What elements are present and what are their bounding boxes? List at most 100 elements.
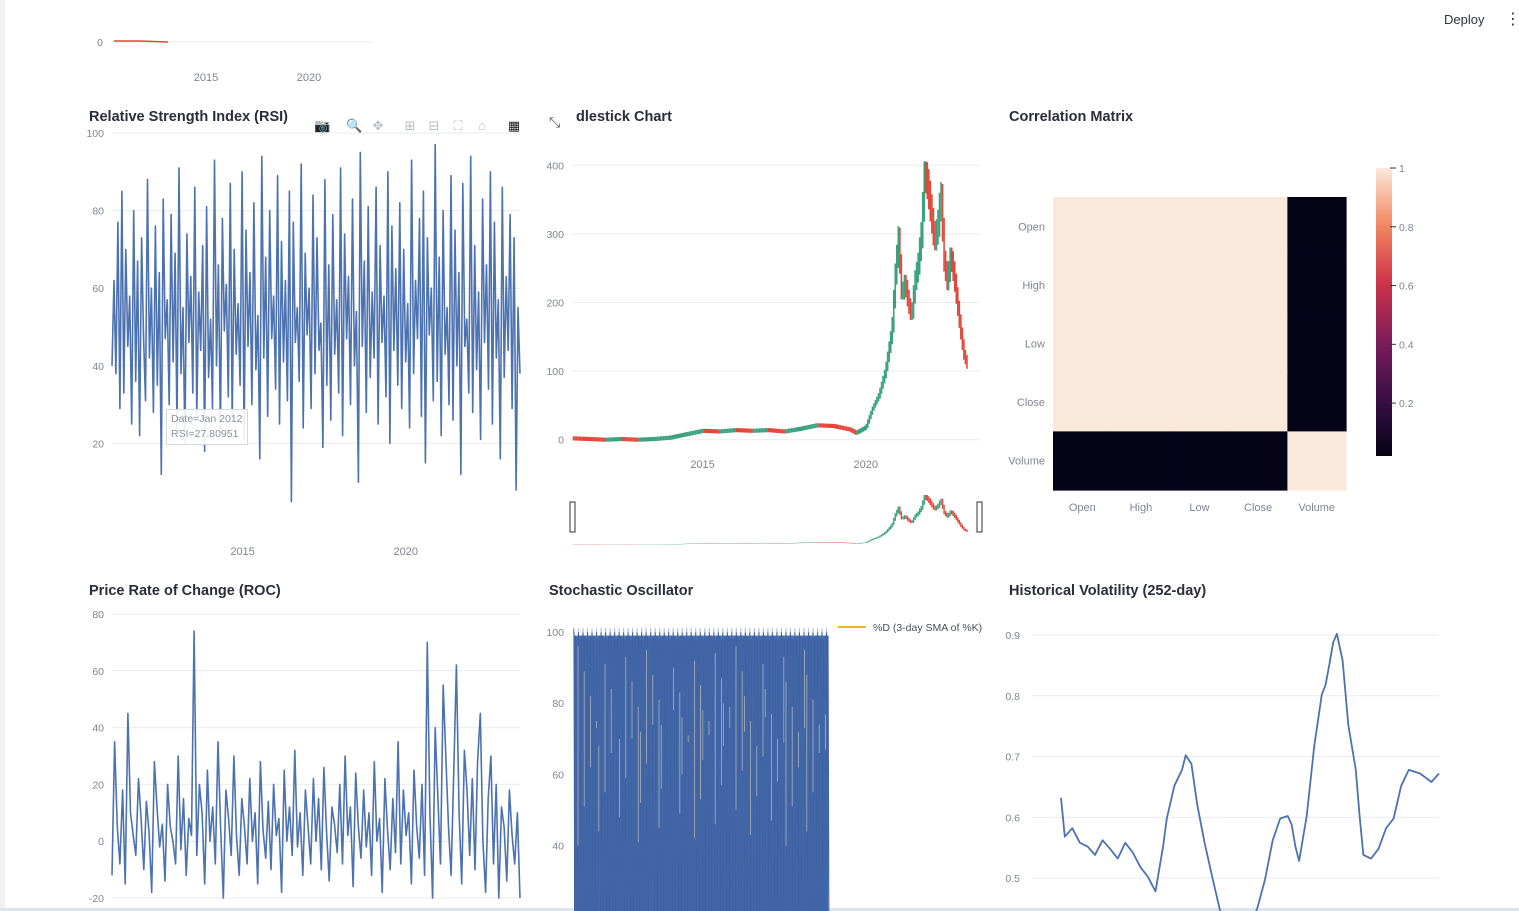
colorbar-bar xyxy=(1376,168,1392,456)
heatmap-cell[interactable] xyxy=(1053,197,1113,257)
autoscale-icon[interactable]: ⛶ xyxy=(453,118,463,133)
heatmap-cell[interactable] xyxy=(1287,372,1347,432)
candlestick-chart[interactable]: 0 100 200 300 400 2015 2020 xyxy=(546,160,980,471)
range-slider-right-handle[interactable] xyxy=(976,501,983,533)
candle-ytick-label: 0 xyxy=(558,435,564,447)
heatmap-cell[interactable] xyxy=(1228,431,1288,491)
camera-icon[interactable]: 📷 xyxy=(314,118,331,133)
stoch-ytick-label: 80 xyxy=(552,698,564,710)
rsi-ytick-label: 20 xyxy=(92,438,104,450)
heatmap-cell[interactable] xyxy=(1053,314,1113,374)
legend-label[interactable]: %D (3-day SMA of %K) xyxy=(873,622,982,634)
zoom-in-icon[interactable]: ⊞ xyxy=(404,118,416,133)
rsi-ytick-label: 80 xyxy=(92,206,104,218)
stoch-d-line[interactable] xyxy=(577,646,826,846)
main-menu-icon[interactable]: ⋮ xyxy=(1505,11,1519,28)
heatmap-row-label: High xyxy=(1022,280,1045,292)
stoch-ytick-label: 100 xyxy=(546,627,564,639)
plotly-logo-icon[interactable]: ▦ xyxy=(507,118,521,133)
top-partial-xtick: 2015 xyxy=(194,72,218,84)
heatmap-cell[interactable] xyxy=(1111,431,1171,491)
home-icon[interactable]: ⌂ xyxy=(478,118,486,133)
colorbar-tick-label: 0.2 xyxy=(1399,398,1414,410)
heatmap-row-label: Open xyxy=(1018,221,1045,233)
heatmap-cell[interactable] xyxy=(1287,255,1347,315)
candle-ytick-label: 400 xyxy=(546,160,564,172)
vol-ytick-label: 0.6 xyxy=(1005,812,1020,824)
heatmap-cell[interactable] xyxy=(1053,431,1113,491)
stochastic-chart[interactable]: %D (3-day SMA of %K) 40 60 80 100 xyxy=(546,622,982,911)
colorbar-tick-label: 0.6 xyxy=(1399,281,1414,293)
colorbar-tick-label: 1 xyxy=(1399,163,1405,175)
pan-icon[interactable]: ✥ xyxy=(372,118,384,133)
rsi-line[interactable] xyxy=(111,143,521,503)
top-partial-chart: 0 2015 2020 xyxy=(97,37,372,84)
range-slider[interactable] xyxy=(569,495,983,545)
app-sidebar-edge xyxy=(0,0,5,911)
tooltip-date: Date=Jan 2012 xyxy=(171,413,243,425)
candle-ytick-label: 200 xyxy=(546,298,564,310)
vol-ytick-label: 0.7 xyxy=(1005,752,1020,764)
correlation-heatmap[interactable]: Open Open High High Low Low Close Close Volume Vo… xyxy=(1008,197,1347,514)
heatmap-cell[interactable] xyxy=(1287,314,1347,374)
rsi-ytick-label: 40 xyxy=(92,361,104,373)
vol-ytick-label: 0.9 xyxy=(1005,630,1020,642)
stoch-top-edge xyxy=(574,628,828,633)
rsi-ytick-label: 100 xyxy=(86,128,104,140)
zoom-out-icon[interactable]: ⊟ xyxy=(428,118,440,133)
roc-ytick-label: 20 xyxy=(92,779,104,791)
heatmap-colorbar: 0.2 0.4 0.6 0.8 1 xyxy=(1376,163,1414,456)
rsi-ytick-label: 60 xyxy=(92,283,104,295)
volatility-line[interactable] xyxy=(1060,632,1440,911)
hover-tooltip: Date=Jan 2012 RSI=27.80951 xyxy=(166,409,248,445)
candle-xtick-label: 2015 xyxy=(690,459,714,471)
correlation-chart-title: Correlation Matrix xyxy=(1009,109,1134,125)
vol-ytick-label: 0.5 xyxy=(1005,873,1020,885)
fullscreen-expand-icon[interactable]: ⤡ xyxy=(549,114,561,130)
heatmap-row-label: Close xyxy=(1017,397,1045,409)
roc-chart-title: Price Rate of Change (ROC) xyxy=(89,583,281,599)
candle-xtick-label: 2020 xyxy=(854,459,878,471)
roc-line[interactable] xyxy=(111,630,521,899)
roc-ytick-label: 60 xyxy=(92,666,104,678)
heatmap-cell[interactable] xyxy=(1287,431,1347,491)
heatmap-cell[interactable] xyxy=(1111,314,1171,374)
candle-ytick-label: 100 xyxy=(546,366,564,378)
heatmap-col-label: High xyxy=(1130,502,1153,514)
volatility-chart[interactable]: 0.5 0.6 0.7 0.8 0.9 xyxy=(1005,630,1440,911)
candle-ytick-label: 300 xyxy=(546,229,564,241)
zoom-icon[interactable]: 🔍 xyxy=(346,118,363,133)
deploy-button[interactable]: Deploy xyxy=(1444,12,1485,27)
roc-ytick-label: 40 xyxy=(92,723,104,735)
heatmap-cell[interactable] xyxy=(1170,255,1230,315)
heatmap-cell[interactable] xyxy=(1228,314,1288,374)
heatmap-cell[interactable] xyxy=(1228,255,1288,315)
rsi-xtick-label: 2015 xyxy=(230,546,254,558)
heatmap-cell[interactable] xyxy=(1053,255,1113,315)
heatmap-cell[interactable] xyxy=(1170,431,1230,491)
tooltip-value: RSI=27.80951 xyxy=(171,428,239,440)
heatmap-col-label: Low xyxy=(1189,502,1209,514)
plotly-modebar: 📷 🔍 ✥ ⊞ ⊟ ⛶ ⌂ ▦ xyxy=(312,118,528,136)
heatmap-cell[interactable] xyxy=(1111,255,1171,315)
rsi-chart-title: Relative Strength Index (RSI) xyxy=(89,109,289,125)
heatmap-row-label: Volume xyxy=(1008,456,1045,468)
heatmap-cell[interactable] xyxy=(1170,372,1230,432)
heatmap-cell[interactable] xyxy=(1228,372,1288,432)
heatmap-cell[interactable] xyxy=(1170,197,1230,257)
stoch-ytick-label: 40 xyxy=(552,841,564,853)
roc-ytick-label: 0 xyxy=(98,836,104,848)
heatmap-cell[interactable] xyxy=(1170,314,1230,374)
heatmap-col-label: Open xyxy=(1069,502,1096,514)
heatmap-cell[interactable] xyxy=(1053,372,1113,432)
roc-chart[interactable]: -20 0 20 40 60 80 xyxy=(89,609,521,905)
range-slider-left-handle[interactable] xyxy=(569,501,576,533)
candlestick-chart-title: dlestick Chart xyxy=(576,109,672,125)
heatmap-cell[interactable] xyxy=(1111,372,1171,432)
heatmap-cell[interactable] xyxy=(1111,197,1171,257)
stochastic-chart-title: Stochastic Oscillator xyxy=(549,583,694,599)
heatmap-cell[interactable] xyxy=(1228,197,1288,257)
heatmap-row-label: Low xyxy=(1025,339,1045,351)
rsi-chart[interactable]: 20 40 60 80 100 2015 2020 xyxy=(86,128,521,558)
heatmap-cell[interactable] xyxy=(1287,197,1347,257)
